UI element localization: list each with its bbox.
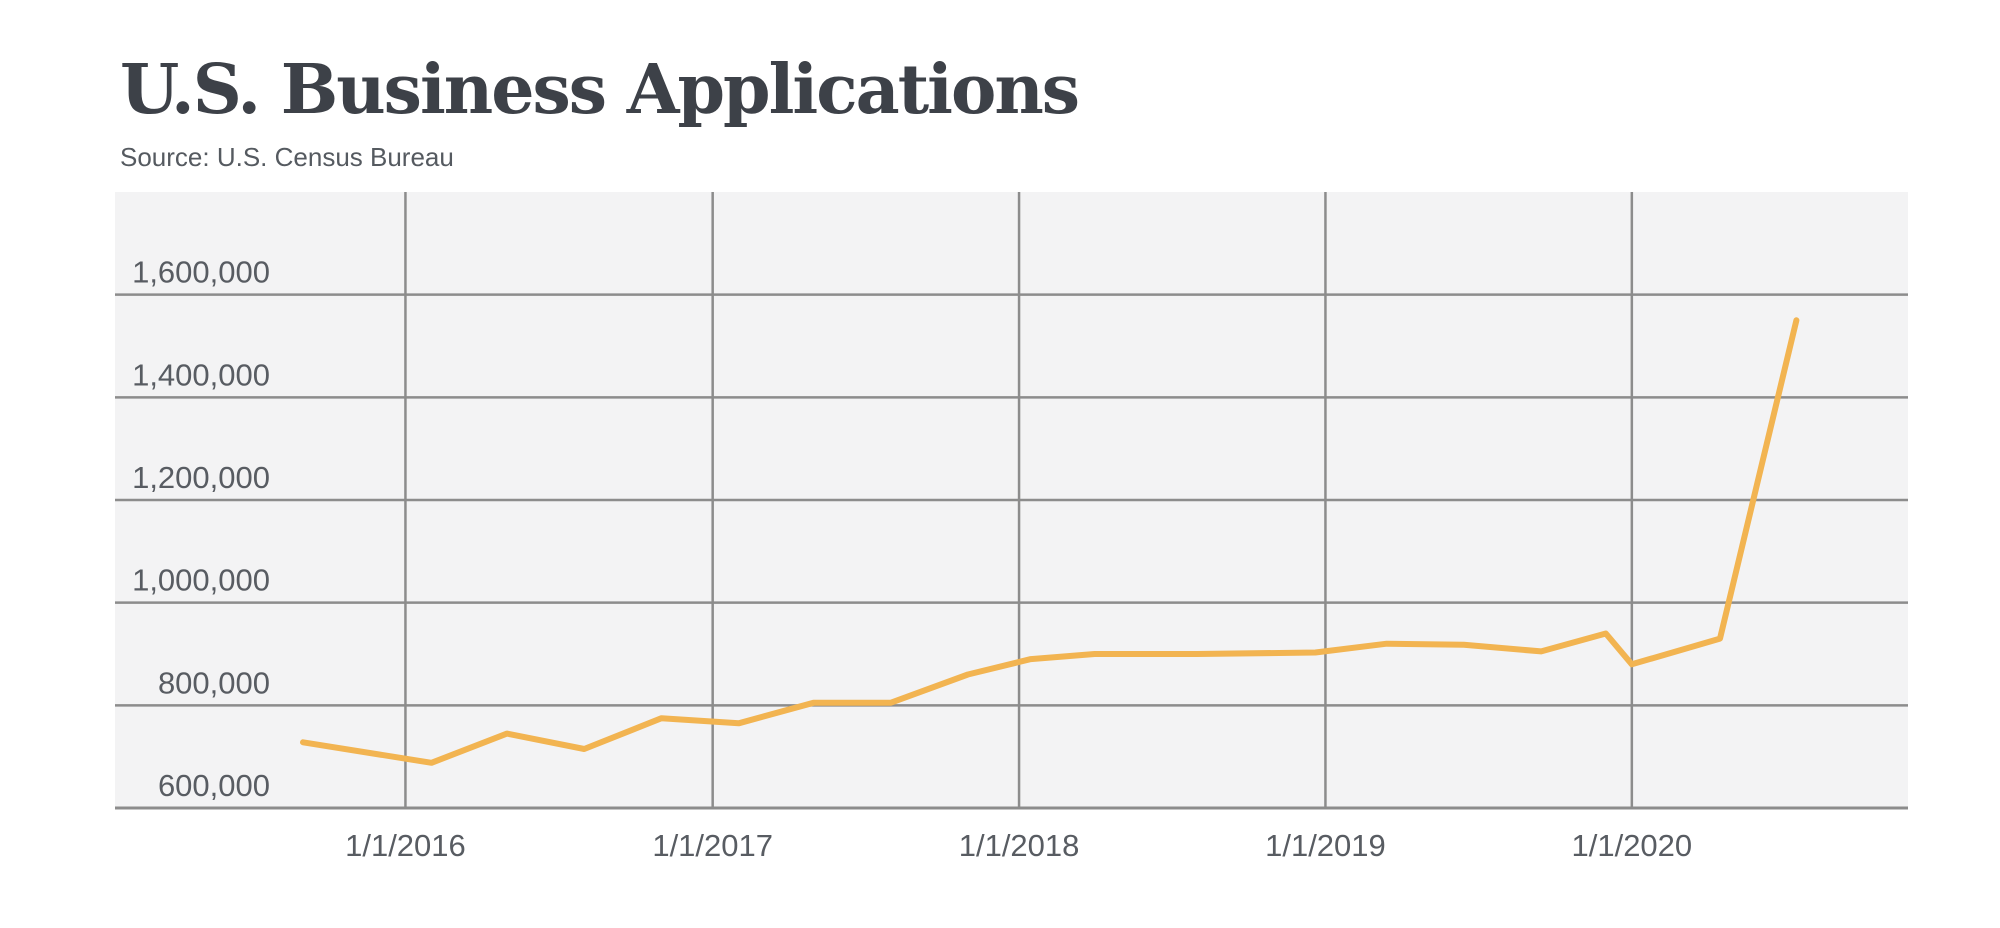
y-tick-label: 600,000	[158, 768, 270, 803]
x-tick-label: 1/1/2017	[652, 828, 773, 863]
y-tick-label: 1,600,000	[132, 255, 270, 290]
y-tick-label: 1,000,000	[132, 563, 270, 598]
x-tick-label: 1/1/2018	[959, 828, 1080, 863]
y-tick-label: 1,200,000	[132, 460, 270, 495]
chart-title: U.S. Business Applications	[120, 50, 1080, 130]
y-tick-label: 1,400,000	[132, 357, 270, 392]
chart-subtitle: Source: U.S. Census Bureau	[120, 142, 454, 172]
x-tick-label: 1/1/2016	[345, 828, 466, 863]
x-tick-label: 1/1/2019	[1265, 828, 1386, 863]
plot-area: 600,000 800,000 1,000,000 1,200,000 1,400,00…	[115, 192, 1908, 863]
x-tick-label: 1/1/2020	[1571, 828, 1692, 863]
y-tick-label: 800,000	[158, 665, 270, 700]
series-line	[300, 317, 1800, 766]
